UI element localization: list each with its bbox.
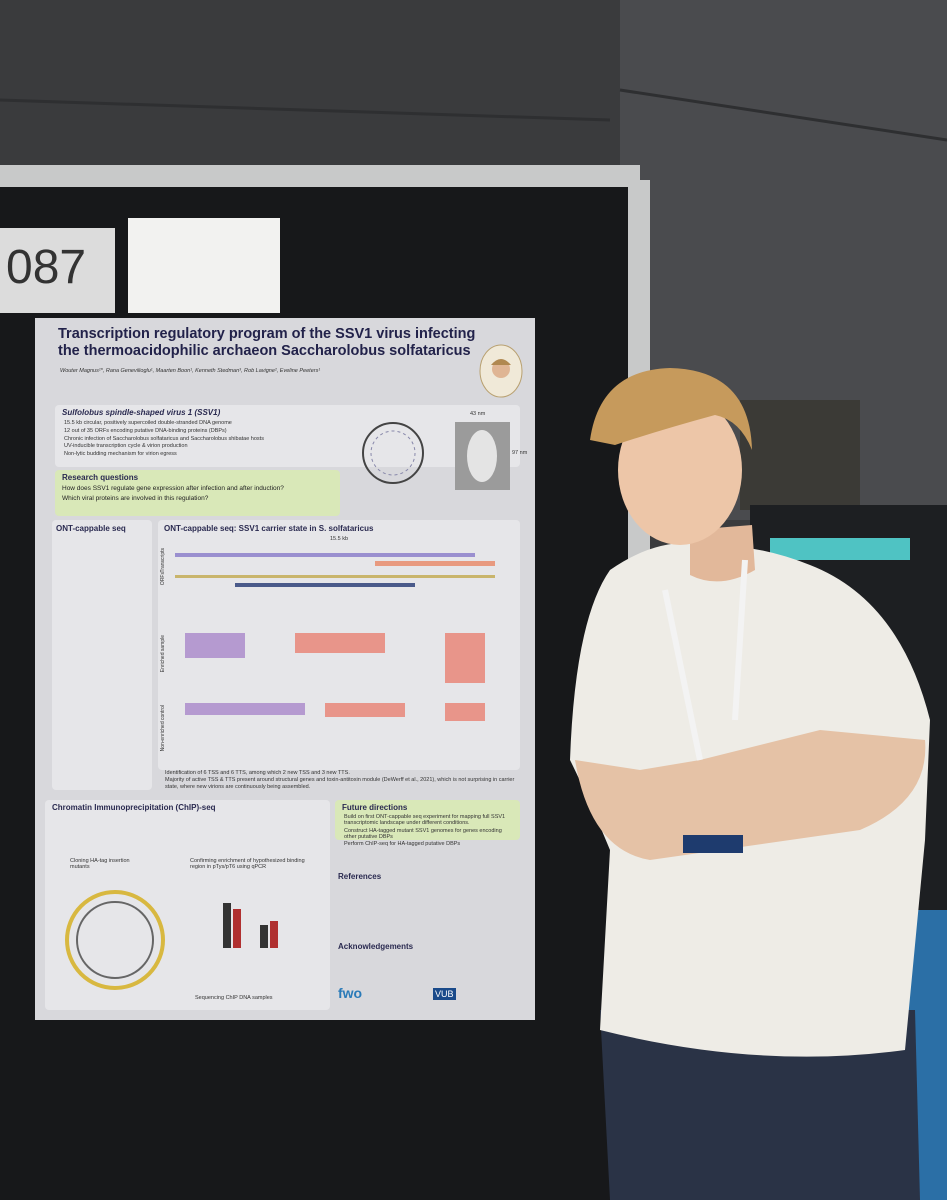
future-item: Construct HA-tagged mutant SSV1 genomes … (344, 827, 502, 840)
future-item: Build on first ONT-cappable seq experime… (344, 814, 506, 827)
em-image (455, 422, 510, 490)
board-number: 087 (6, 241, 87, 294)
track-label: Transcripts (160, 548, 166, 573)
hair (590, 368, 752, 450)
findings: Identification of 6 TSS and 6 TTS, among… (165, 770, 520, 791)
number-card (0, 228, 115, 313)
chip-step: Cloning HA-tag insertion mutants (70, 858, 130, 871)
question-list: How does SSV1 regulate gene expression a… (62, 485, 337, 506)
title-line: the thermoacidophilic archaeon Saccharol… (58, 342, 471, 359)
virion (467, 430, 497, 482)
panel-seam (619, 88, 947, 142)
section-heading: Research questions (62, 473, 139, 482)
neck (690, 525, 755, 582)
bullet: 15.5 kb circular, positively supercoiled… (64, 420, 232, 426)
future-directions (335, 800, 520, 840)
track-label: Non-enriched control (160, 705, 166, 752)
neighbor-poster-strip (770, 538, 910, 560)
section-heading: ONT-cappable seq (56, 524, 126, 533)
title-line: Transcription regulatory program of the … (58, 326, 476, 342)
dimension-label: 43 nm (470, 411, 486, 417)
ssv1-section (55, 405, 520, 467)
bullet: Non-lytic budding mechanism for virion e… (64, 451, 177, 458)
section-heading: Chromatin Immunoprecipitation (ChIP)-seq (52, 803, 216, 812)
poster-title: Transcription regulatory program of the … (58, 326, 478, 359)
genome-map (362, 422, 424, 484)
badge (683, 835, 743, 853)
research-questions (55, 470, 340, 516)
lanyard (662, 559, 748, 761)
section-heading: Sulfolobus spindle-shaped virus 1 (SSV1) (62, 408, 221, 417)
panel-seam (0, 98, 611, 122)
section-heading: Future directions (342, 803, 408, 812)
future-list: Build on first ONT-cappable seq experime… (344, 814, 514, 849)
ont-left (52, 520, 152, 790)
finding: Identification of 6 TSS and 6 TTS, among… (165, 770, 350, 776)
track-label: Enriched sample (160, 635, 166, 673)
dimension-label: 97 nm (512, 450, 528, 456)
logo: VUB (433, 988, 456, 1001)
chip-figures (65, 890, 278, 990)
section-heading: ONT-cappable seq: SSV1 carrier state in … (164, 524, 374, 533)
crossed-arms (575, 730, 926, 860)
board-frame (0, 165, 640, 187)
bullet: UV-inducible transcription cycle & virio… (64, 443, 188, 450)
question: Which viral proteins are involved in thi… (62, 495, 209, 503)
question: How does SSV1 regulate gene expression a… (62, 485, 284, 492)
chip-section (45, 800, 330, 1010)
chip-step: Sequencing ChIP DNA samples (195, 995, 273, 1001)
bullet-list: 15.5 kb circular, positively supercoiled… (64, 420, 344, 459)
portrait (479, 344, 523, 398)
coverage-tracks (175, 553, 495, 721)
section-heading: Acknowledgements (338, 942, 414, 951)
bullet: Chronic infection of Saccharolobus solfa… (64, 435, 264, 442)
section-heading: References (338, 872, 382, 881)
future-item: Perform ChIP-seq for HA-tagged putative … (344, 841, 461, 848)
doorway (740, 400, 860, 510)
jeans (600, 1010, 920, 1200)
finding: Majority of active TSS & TTS present aro… (165, 777, 515, 790)
bullet: 12 out of 35 ORFs encoding putative DNA-… (64, 427, 227, 434)
chip-step: Confirming enrichment of hypothesized bi… (190, 858, 305, 871)
genome-scale: 15.5 kb (330, 536, 349, 542)
track-label: ORFs (160, 572, 166, 586)
envelope (128, 218, 280, 313)
authors: Wouter Magnus¹*, Rana Genevilioglu¹, Maa… (60, 368, 321, 374)
logo: fwo (338, 985, 363, 1001)
